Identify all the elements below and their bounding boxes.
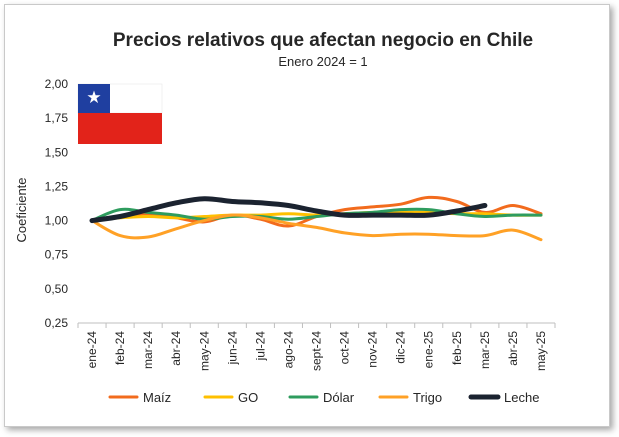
- x-tick-label: feb-25: [450, 331, 464, 365]
- x-tick-label: jul-24: [253, 331, 267, 362]
- y-axis-label: Coeficiente: [14, 177, 29, 242]
- series-line-4: [90, 213, 543, 242]
- y-tick-label: 1,00: [45, 214, 69, 228]
- legend-label: Trigo: [413, 390, 442, 405]
- chart-subtitle: Enero 2024 = 1: [278, 54, 367, 69]
- y-tick-label: 0,75: [45, 248, 69, 262]
- legend-label: Maíz: [143, 390, 171, 405]
- chart-frame: Precios relativos que afectan negocio en…: [4, 4, 610, 427]
- y-tick-label: 0,50: [45, 282, 69, 296]
- x-tick-label: oct-24: [338, 331, 352, 365]
- series-lines: [89, 195, 543, 242]
- y-tick-label: 0,25: [45, 316, 69, 330]
- x-tick-label: abr-24: [169, 331, 183, 366]
- line-chart: Precios relativos que afectan negocio en…: [14, 30, 556, 405]
- x-tick-label: nov-24: [366, 331, 380, 368]
- y-tick-label: 1,50: [45, 145, 69, 159]
- flag-star-icon: [87, 90, 101, 104]
- x-tick-label: ene-24: [85, 331, 99, 369]
- x-tick-label: jun-24: [225, 331, 239, 366]
- x-axis-ticks: ene-24 feb-24 mar-24 abr-24 may-24 jun-24 jul-…: [77, 323, 556, 371]
- series-line-5: [89, 196, 488, 224]
- x-tick-label: mar-24: [141, 331, 155, 369]
- legend-label: Dólar: [323, 390, 355, 405]
- x-tick-label: may-25: [534, 331, 548, 371]
- y-tick-label: 1,25: [45, 179, 69, 193]
- legend-label: Leche: [504, 390, 539, 405]
- x-tick-label: dic-24: [394, 331, 408, 364]
- chart-title: Precios relativos que afectan negocio en…: [113, 30, 533, 51]
- x-tick-label: may-24: [197, 331, 211, 371]
- flag-red-band: [78, 113, 162, 144]
- y-axis-ticks: 0,25 0,50 0,75 1,00 1,25 1,50 1,75 2,00: [45, 77, 69, 330]
- x-tick-label: mar-25: [478, 331, 492, 369]
- series-line-3: [90, 207, 543, 223]
- chile-flag: [77, 83, 163, 144]
- y-tick-label: 1,75: [45, 111, 69, 125]
- x-tick-label: ene-25: [422, 331, 436, 369]
- x-tick-label: feb-24: [113, 331, 127, 365]
- y-tick-label: 2,00: [45, 77, 69, 91]
- x-tick-label: ago-24: [281, 331, 295, 369]
- legend: Maíz GO Dólar Trigo Leche: [108, 390, 539, 405]
- x-tick-label: abr-25: [506, 331, 520, 366]
- legend-label: GO: [238, 390, 258, 405]
- x-tick-label: sept-24: [310, 331, 324, 371]
